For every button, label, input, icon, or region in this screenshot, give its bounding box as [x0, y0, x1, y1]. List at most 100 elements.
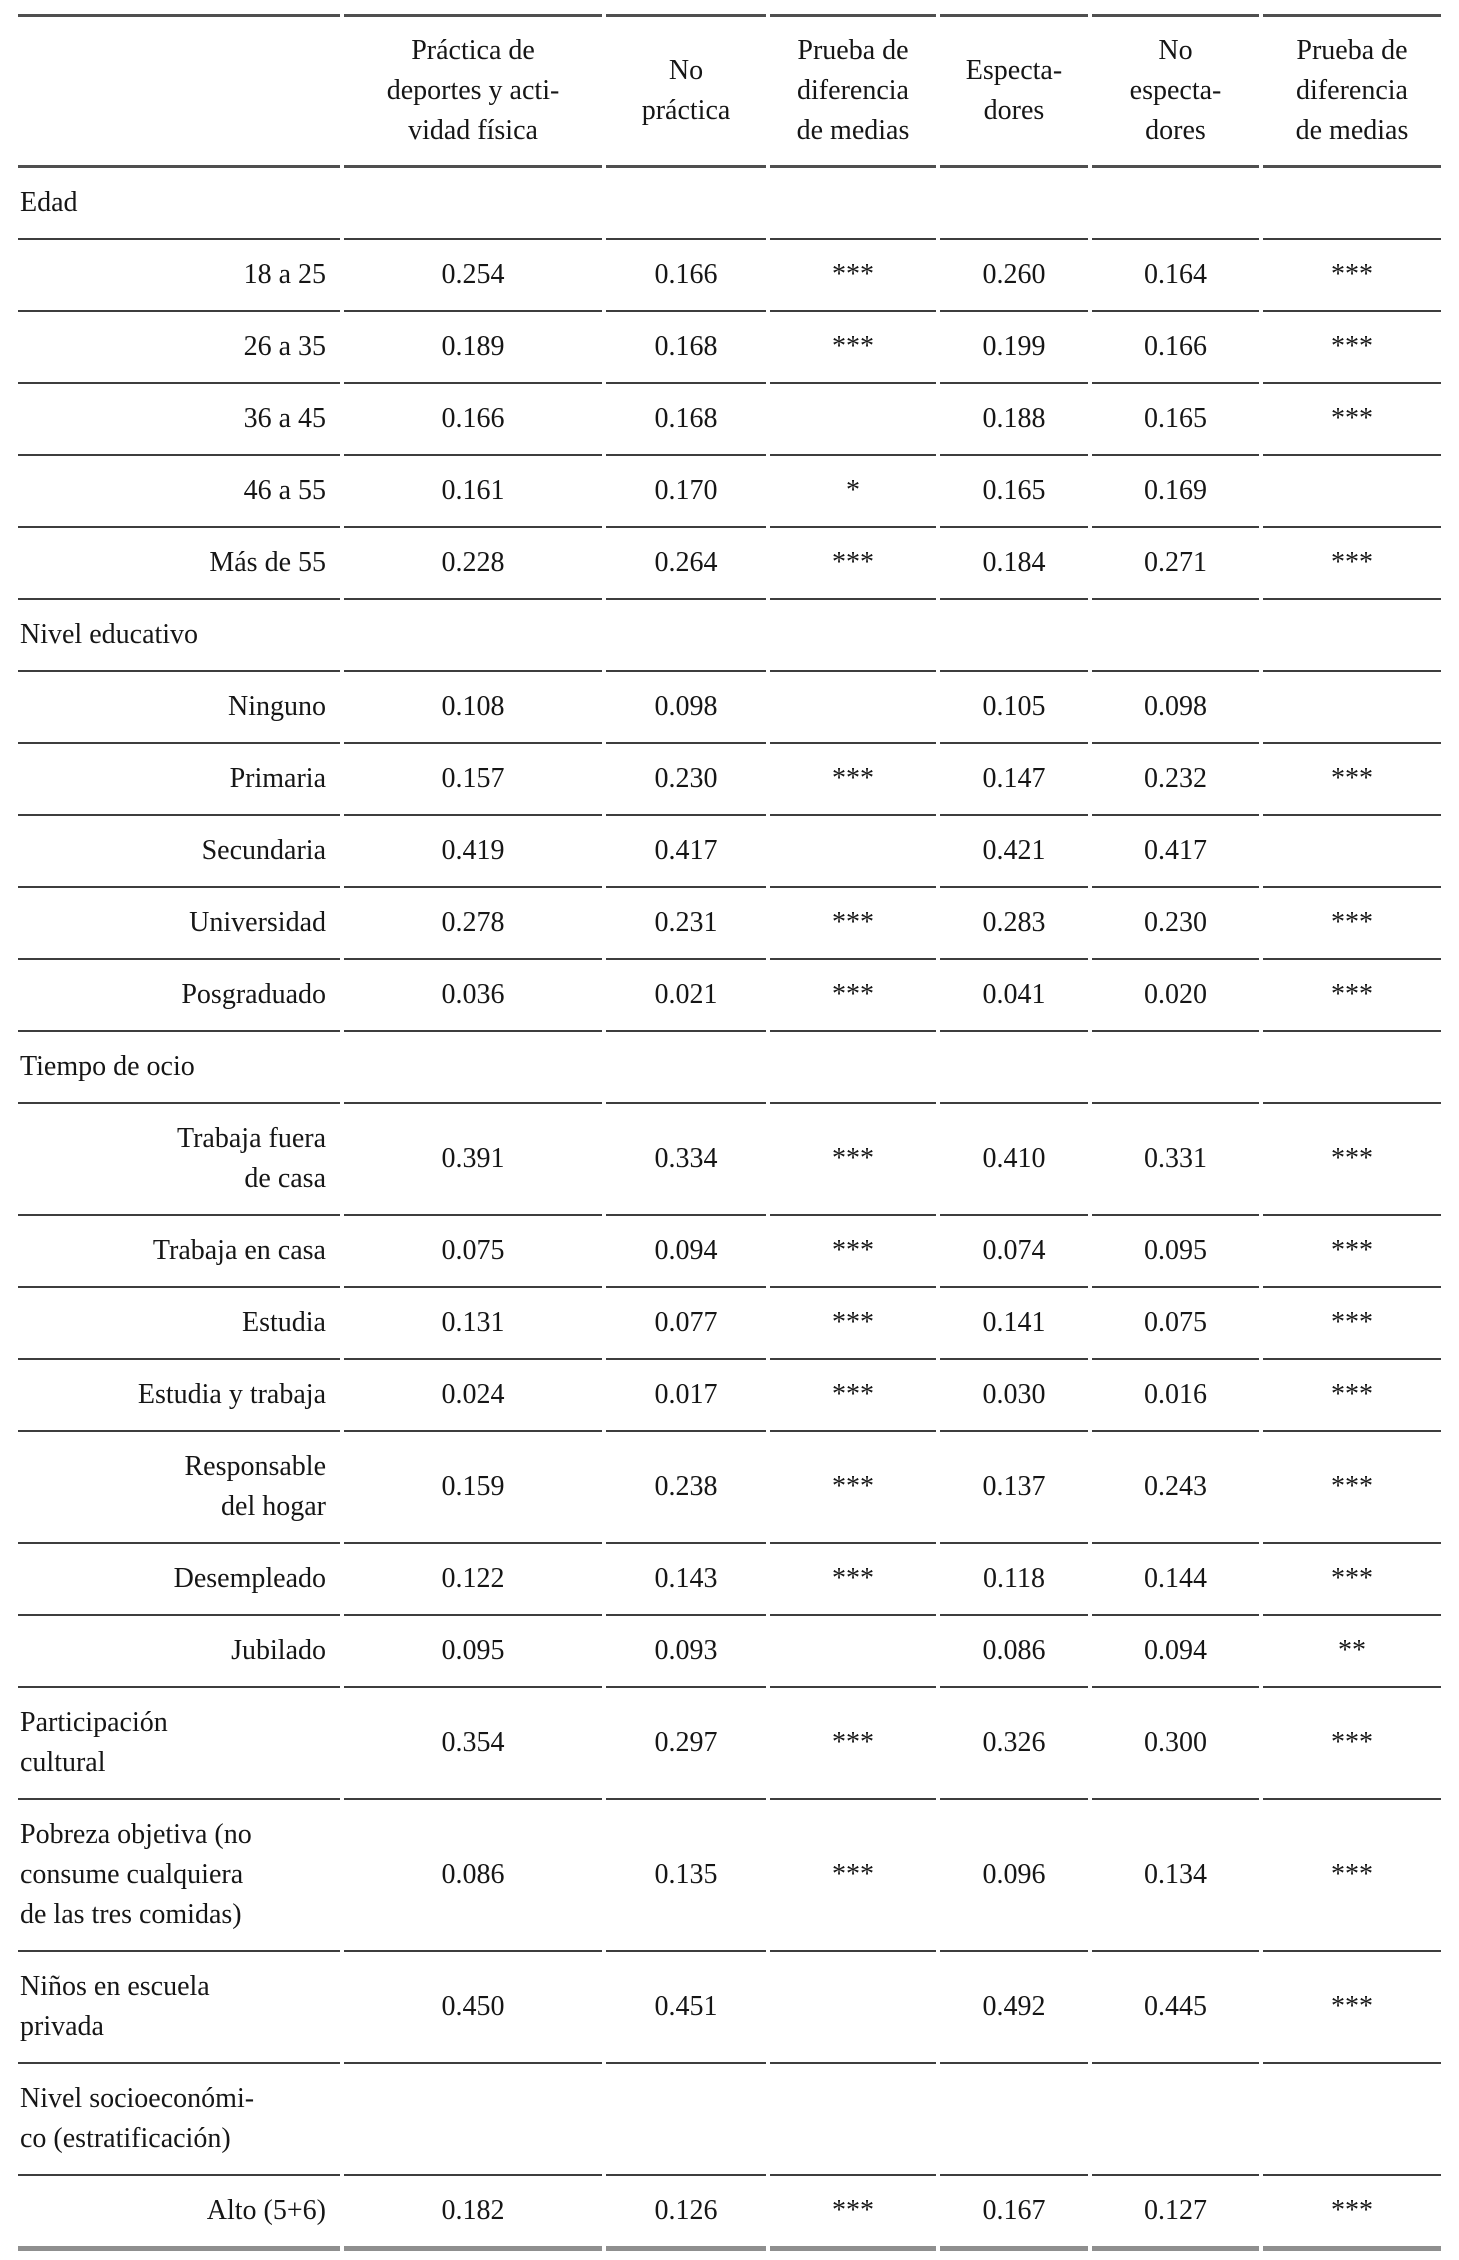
value-cell: 0.254: [344, 240, 602, 312]
value-cell: [344, 2064, 602, 2176]
value-cell: 0.164: [1092, 240, 1259, 312]
value-cell: 0.300: [1092, 1688, 1259, 1800]
table-row: Ninguno 0.108 0.098 0.105 0.098: [18, 672, 1441, 744]
significance-cell: [770, 816, 936, 888]
value-cell: 0.144: [1092, 1544, 1259, 1616]
value-cell: 0.134: [1092, 1800, 1259, 1952]
significance-cell: ***: [770, 960, 936, 1032]
value-cell: 0.451: [606, 1952, 766, 2064]
significance-cell: ***: [770, 1432, 936, 1544]
table-row: Niños en escuela privada 0.450 0.451 0.492 0…: [18, 1952, 1441, 2064]
value-cell: 0.283: [940, 888, 1088, 960]
row-label: Secundaria: [18, 816, 340, 888]
value-cell: 0.354: [344, 1688, 602, 1800]
header-cell: Práctica de deportes y acti- vidad físic…: [344, 14, 602, 168]
value-cell: 0.074: [940, 1216, 1088, 1288]
significance-cell: [1263, 816, 1441, 888]
value-cell: 0.024: [344, 1360, 602, 1432]
value-cell: 0.230: [1092, 888, 1259, 960]
significance-cell: [1263, 1032, 1441, 1104]
significance-cell: ***: [1263, 1216, 1441, 1288]
value-cell: 0.264: [606, 528, 766, 600]
row-label: Responsable del hogar: [18, 1432, 340, 1544]
row-label: Trabaja en casa: [18, 1216, 340, 1288]
row-label: Primaria: [18, 744, 340, 816]
table-row: Trabaja fuera de casa 0.391 0.334 *** 0.410 0…: [18, 1104, 1441, 1216]
row-label: Alto (5+6): [18, 2176, 340, 2251]
value-cell: 0.232: [1092, 744, 1259, 816]
significance-cell: [770, 672, 936, 744]
table-row: Estudia y trabaja 0.024 0.017 *** 0.030 0.016…: [18, 1360, 1441, 1432]
header-row: Práctica de deportes y acti- vidad físic…: [18, 14, 1441, 168]
value-cell: 0.098: [606, 672, 766, 744]
significance-cell: ***: [1263, 312, 1441, 384]
table-row: 26 a 35 0.189 0.168 *** 0.199 0.166 ***: [18, 312, 1441, 384]
table-row: Alto (5+6) 0.182 0.126 *** 0.167 0.127 ***: [18, 2176, 1441, 2251]
value-cell: 0.297: [606, 1688, 766, 1800]
significance-cell: [770, 384, 936, 456]
section-row: Nivel educativo: [18, 600, 1441, 672]
section-row: Edad: [18, 168, 1441, 240]
value-cell: [1092, 1032, 1259, 1104]
row-label: Más de 55: [18, 528, 340, 600]
value-cell: 0.421: [940, 816, 1088, 888]
table-row: 36 a 45 0.166 0.168 0.188 0.165 ***: [18, 384, 1441, 456]
table-row: Posgraduado 0.036 0.021 *** 0.041 0.020 ***: [18, 960, 1441, 1032]
table-row: Universidad 0.278 0.231 *** 0.283 0.230 ***: [18, 888, 1441, 960]
significance-cell: ***: [770, 528, 936, 600]
value-cell: [940, 2064, 1088, 2176]
value-cell: [940, 1032, 1088, 1104]
header-cell: Prueba de diferencia de medias: [770, 14, 936, 168]
value-cell: 0.166: [606, 240, 766, 312]
value-cell: [1092, 2064, 1259, 2176]
value-cell: 0.016: [1092, 1360, 1259, 1432]
significance-cell: [1263, 168, 1441, 240]
significance-cell: *: [770, 456, 936, 528]
row-label: Desempleado: [18, 1544, 340, 1616]
value-cell: 0.243: [1092, 1432, 1259, 1544]
value-cell: 0.096: [940, 1800, 1088, 1952]
row-label: Niños en escuela privada: [18, 1952, 340, 2064]
header-cell: Prueba de diferencia de medias: [1263, 14, 1441, 168]
table-row: Participación cultural 0.354 0.297 *** 0.326…: [18, 1688, 1441, 1800]
value-cell: [1092, 168, 1259, 240]
significance-cell: ***: [1263, 528, 1441, 600]
value-cell: 0.326: [940, 1688, 1088, 1800]
table-row: 18 a 25 0.254 0.166 *** 0.260 0.164 ***: [18, 240, 1441, 312]
value-cell: 0.188: [940, 384, 1088, 456]
value-cell: 0.077: [606, 1288, 766, 1360]
value-cell: 0.189: [344, 312, 602, 384]
value-cell: 0.143: [606, 1544, 766, 1616]
significance-cell: [1263, 600, 1441, 672]
value-cell: 0.167: [940, 2176, 1088, 2251]
row-label: Jubilado: [18, 1616, 340, 1688]
value-cell: 0.231: [606, 888, 766, 960]
value-cell: 0.094: [606, 1216, 766, 1288]
value-cell: [344, 600, 602, 672]
header-cell: No práctica: [606, 14, 766, 168]
value-cell: [1092, 600, 1259, 672]
table-header: Práctica de deportes y acti- vidad físic…: [18, 14, 1441, 168]
row-label: Estudia: [18, 1288, 340, 1360]
value-cell: 0.410: [940, 1104, 1088, 1216]
row-label: Ninguno: [18, 672, 340, 744]
value-cell: 0.135: [606, 1800, 766, 1952]
table-row: Jubilado 0.095 0.093 0.086 0.094 **: [18, 1616, 1441, 1688]
table-row: Pobreza objetiva (no consume cualquiera …: [18, 1800, 1441, 1952]
significance-cell: ***: [770, 1104, 936, 1216]
table-row: Más de 55 0.228 0.264 *** 0.184 0.271 ***: [18, 528, 1441, 600]
section-label: Edad: [18, 168, 340, 240]
value-cell: 0.417: [606, 816, 766, 888]
value-cell: 0.021: [606, 960, 766, 1032]
significance-cell: ***: [1263, 2176, 1441, 2251]
section-row: Nivel socioeconómi- co (estratificación): [18, 2064, 1441, 2176]
section-label: Tiempo de ocio: [18, 1032, 340, 1104]
value-cell: 0.199: [940, 312, 1088, 384]
significance-cell: ***: [1263, 1952, 1441, 2064]
header-cell: Especta- dores: [940, 14, 1088, 168]
value-cell: 0.159: [344, 1432, 602, 1544]
significance-cell: ***: [1263, 240, 1441, 312]
value-cell: 0.260: [940, 240, 1088, 312]
value-cell: 0.165: [1092, 384, 1259, 456]
significance-cell: ***: [1263, 1104, 1441, 1216]
